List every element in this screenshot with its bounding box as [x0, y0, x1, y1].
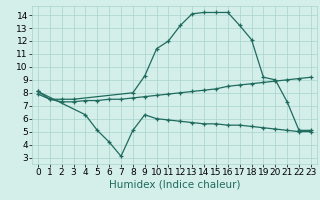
X-axis label: Humidex (Indice chaleur): Humidex (Indice chaleur)	[109, 180, 240, 190]
